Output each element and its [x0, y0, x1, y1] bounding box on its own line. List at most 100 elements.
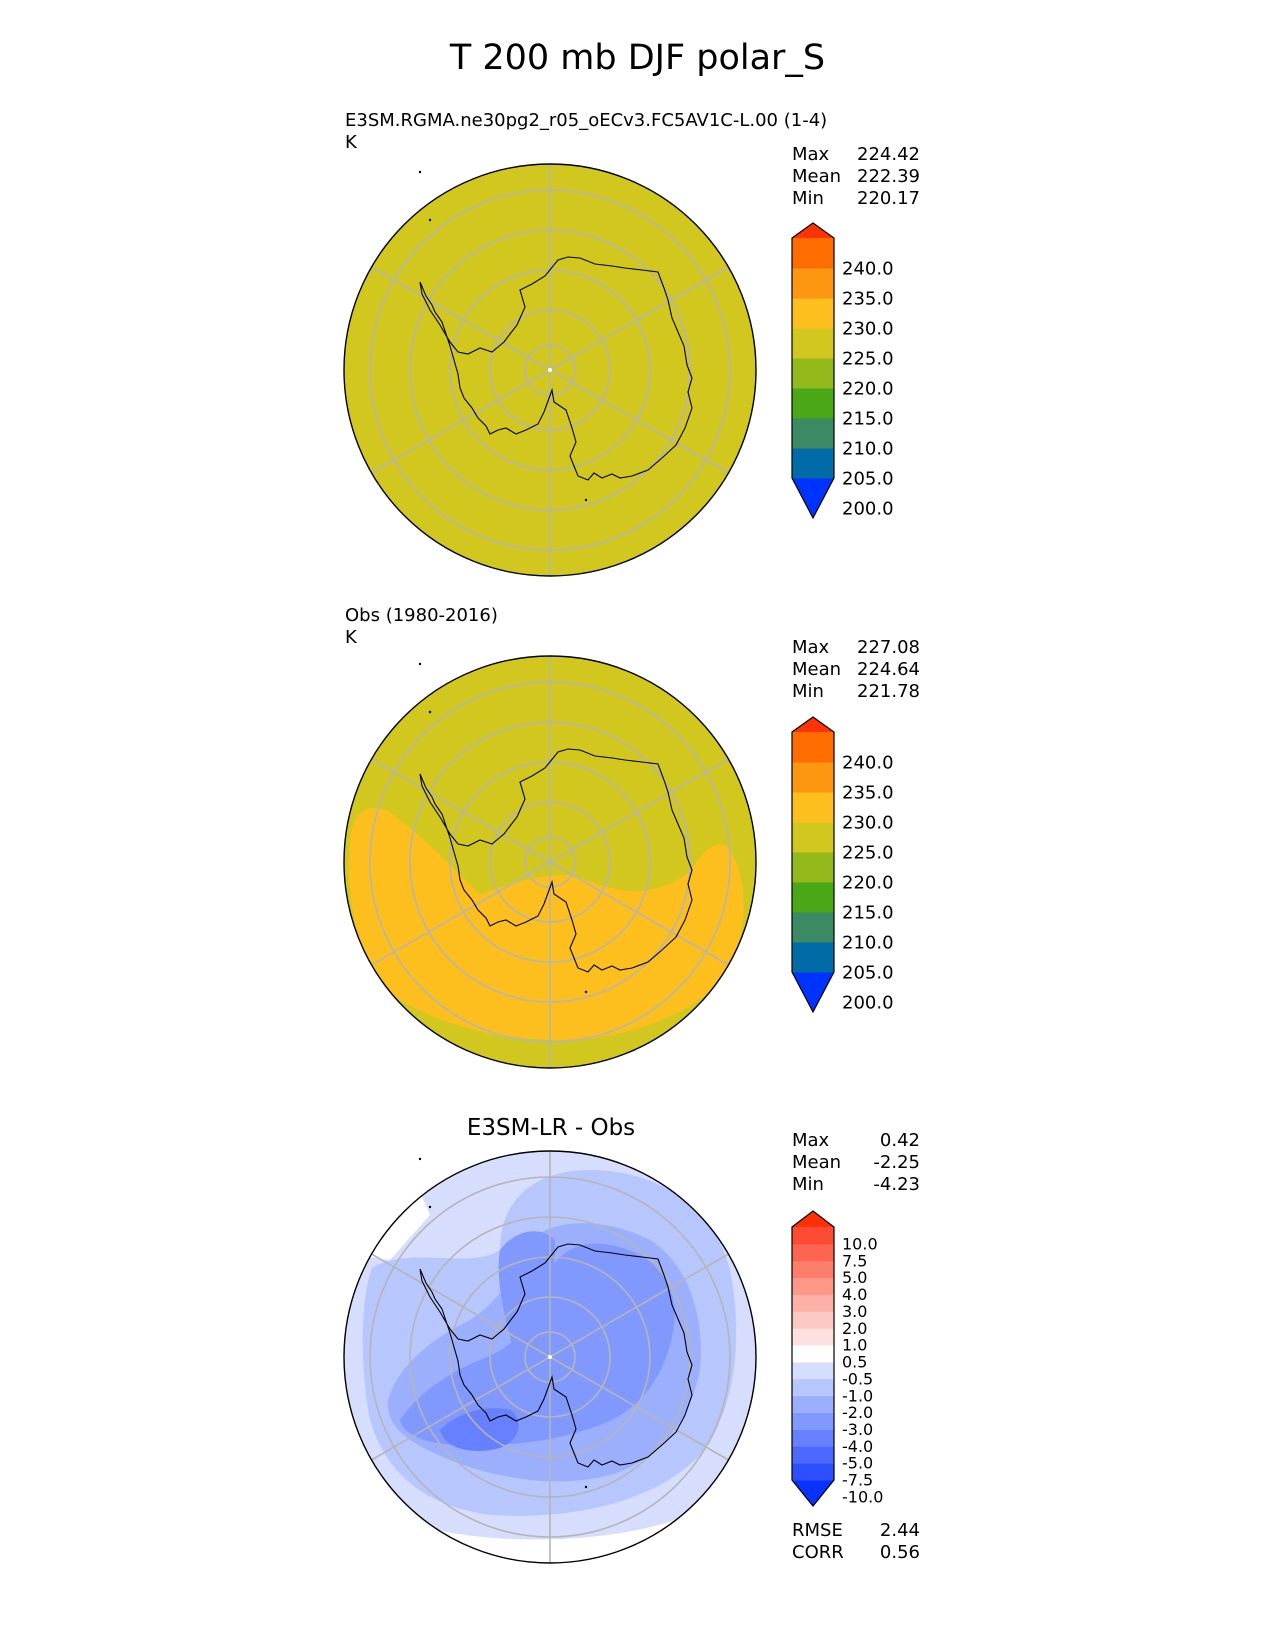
colorbar-segment: [792, 1429, 834, 1447]
colorbar-tick-label: -7.5: [842, 1471, 873, 1490]
colorbar-tick-label: 5.0: [842, 1268, 867, 1287]
panel1-title: E3SM.RGMA.ne30pg2_r05_oECv3.FC5AV1C-L.00…: [345, 110, 827, 154]
colorbar-tick-label: 210.0: [842, 932, 894, 953]
colorbar-segment: [792, 1260, 834, 1279]
colorbar-segment: [792, 912, 834, 943]
colorbar-tick-label: -0.5: [842, 1369, 873, 1388]
colorbar-segment: [792, 388, 834, 419]
colorbar-extend-high: [792, 717, 834, 732]
colorbar-tick-label: 205.0: [842, 962, 894, 983]
colorbar-extend-low: [792, 972, 834, 1012]
colorbar-segment: [792, 1243, 834, 1262]
colorbar-segment: [792, 328, 834, 359]
colorbar-tick-label: 240.0: [842, 258, 894, 279]
figure-title: T 200 mb DJF polar_S: [449, 38, 826, 78]
colorbar-segment: [792, 732, 834, 763]
map-panel-3: [343, 1150, 757, 1564]
colorbar-segment: [792, 268, 834, 299]
stat-label: Mean: [792, 166, 842, 187]
stat-value: 227.08: [857, 637, 920, 658]
colorbar-tick-label: 235.0: [842, 288, 894, 309]
colorbar-tick-label: 210.0: [842, 438, 894, 459]
colorbar-segment: [792, 1227, 834, 1245]
colorbar-tick-label: 1.0: [842, 1336, 867, 1355]
colorbar-segment: [792, 1412, 834, 1430]
colorbar-segment: [792, 942, 834, 973]
colorbar-tick-label: 2.0: [842, 1319, 867, 1338]
colorbar-tick-label: -2.0: [842, 1403, 873, 1422]
colorbar-tick-label: 220.0: [842, 872, 894, 893]
colorbar-segment: [792, 822, 834, 853]
panel3-stats: Max 0.42 Mean -2.25 Min -4.23: [792, 1130, 920, 1196]
stat-value: 221.78: [857, 681, 920, 702]
colorbar-tick-label: 7.5: [842, 1251, 867, 1270]
stat-label: Min: [792, 188, 824, 209]
colorbar-segment: [792, 448, 834, 479]
colorbar-extend-low: [792, 1480, 834, 1506]
colorbar-tick-label: 3.0: [842, 1302, 867, 1321]
colorbar-tick-label: 235.0: [842, 782, 894, 803]
colorbar-tick-label: 230.0: [842, 812, 894, 833]
colorbar-segment: [792, 1463, 834, 1481]
metric-value: 0.56: [879, 1542, 920, 1563]
map-panel-2: [343, 655, 757, 1069]
colorbar-tick-label: -1.0: [842, 1386, 873, 1405]
colorbar-panel-3: 10.07.55.04.03.02.01.00.5-0.5-1.0-2.0-3.…: [791, 1210, 883, 1507]
colorbar-tick-label: -10.0: [842, 1487, 883, 1506]
panel1-name: E3SM.RGMA.ne30pg2_r05_oECv3.FC5AV1C-L.00…: [345, 110, 828, 131]
colorbar-tick-label: 10.0: [842, 1234, 878, 1253]
colorbar-segment: [792, 852, 834, 883]
colorbar-segment: [792, 1361, 834, 1380]
stat-value: 0.42: [879, 1130, 920, 1151]
stat-value: -2.25: [873, 1152, 920, 1173]
metric-value: 2.44: [879, 1520, 920, 1541]
colorbar-tick-label: 230.0: [842, 318, 894, 339]
colorbar-tick-label: 200.0: [842, 498, 894, 519]
colorbar-tick-label: -3.0: [842, 1420, 873, 1439]
panel3-title: E3SM-LR - Obs: [466, 1115, 636, 1141]
colorbar-segment: [792, 1294, 834, 1312]
colorbar-segment: [792, 1311, 834, 1329]
stat-value: 224.64: [857, 659, 920, 680]
panel2-title: Obs (1980-2016) K: [345, 605, 498, 649]
stat-label: Max: [792, 1130, 830, 1151]
stat-label: Min: [792, 681, 824, 702]
colorbar-segment: [792, 1378, 834, 1397]
stat-value: -4.23: [873, 1174, 920, 1195]
colorbar-segment: [792, 1395, 834, 1414]
stat-label: Mean: [792, 1152, 842, 1173]
stat-label: Min: [792, 1174, 824, 1195]
colorbar-tick-label: -5.0: [842, 1454, 873, 1473]
panel1-units: K: [345, 132, 357, 153]
stat-label: Max: [792, 637, 830, 658]
colorbar-tick-label: 200.0: [842, 992, 894, 1013]
colorbar-tick-label: 215.0: [842, 408, 894, 429]
colorbar-segment: [792, 792, 834, 823]
colorbar-segment: [792, 238, 834, 269]
colorbar-extend-high: [792, 223, 834, 238]
colorbar-segment: [792, 1446, 834, 1464]
colorbar-tick-label: 225.0: [842, 348, 894, 369]
colorbar-tick-label: 240.0: [842, 752, 894, 773]
panel1-stats: Max 224.42 Mean 222.39 Min 220.17: [792, 144, 920, 210]
colorbar-tick-label: 205.0: [842, 468, 894, 489]
stat-value: 220.17: [857, 188, 920, 209]
colorbar-segment: [792, 298, 834, 329]
colorbar-segment: [792, 358, 834, 389]
stat-label: Max: [792, 144, 830, 165]
stat-value: 224.42: [857, 144, 920, 165]
colorbar-tick-label: 4.0: [842, 1285, 867, 1304]
stat-label: Mean: [792, 659, 842, 680]
colorbar-segment: [792, 1277, 834, 1295]
colorbar-panel-1: 240.0 235.0 230.0 225.0 220.0 215.0 210.0 205.0…: [791, 222, 894, 519]
colorbar-extend-low: [792, 478, 834, 518]
colorbar-segment: [792, 762, 834, 793]
colorbar-segment: [792, 1328, 834, 1346]
panel2-name: Obs (1980-2016): [345, 605, 498, 626]
map-panel-1: [343, 163, 757, 577]
colorbar-tick-label: 0.5: [842, 1353, 867, 1372]
colorbar-tick-label: -4.0: [842, 1437, 873, 1456]
colorbar-panel-2: 240.0 235.0 230.0 225.0 220.0 215.0 210.0 205.0…: [791, 716, 894, 1013]
colorbar-tick-label: 225.0: [842, 842, 894, 863]
